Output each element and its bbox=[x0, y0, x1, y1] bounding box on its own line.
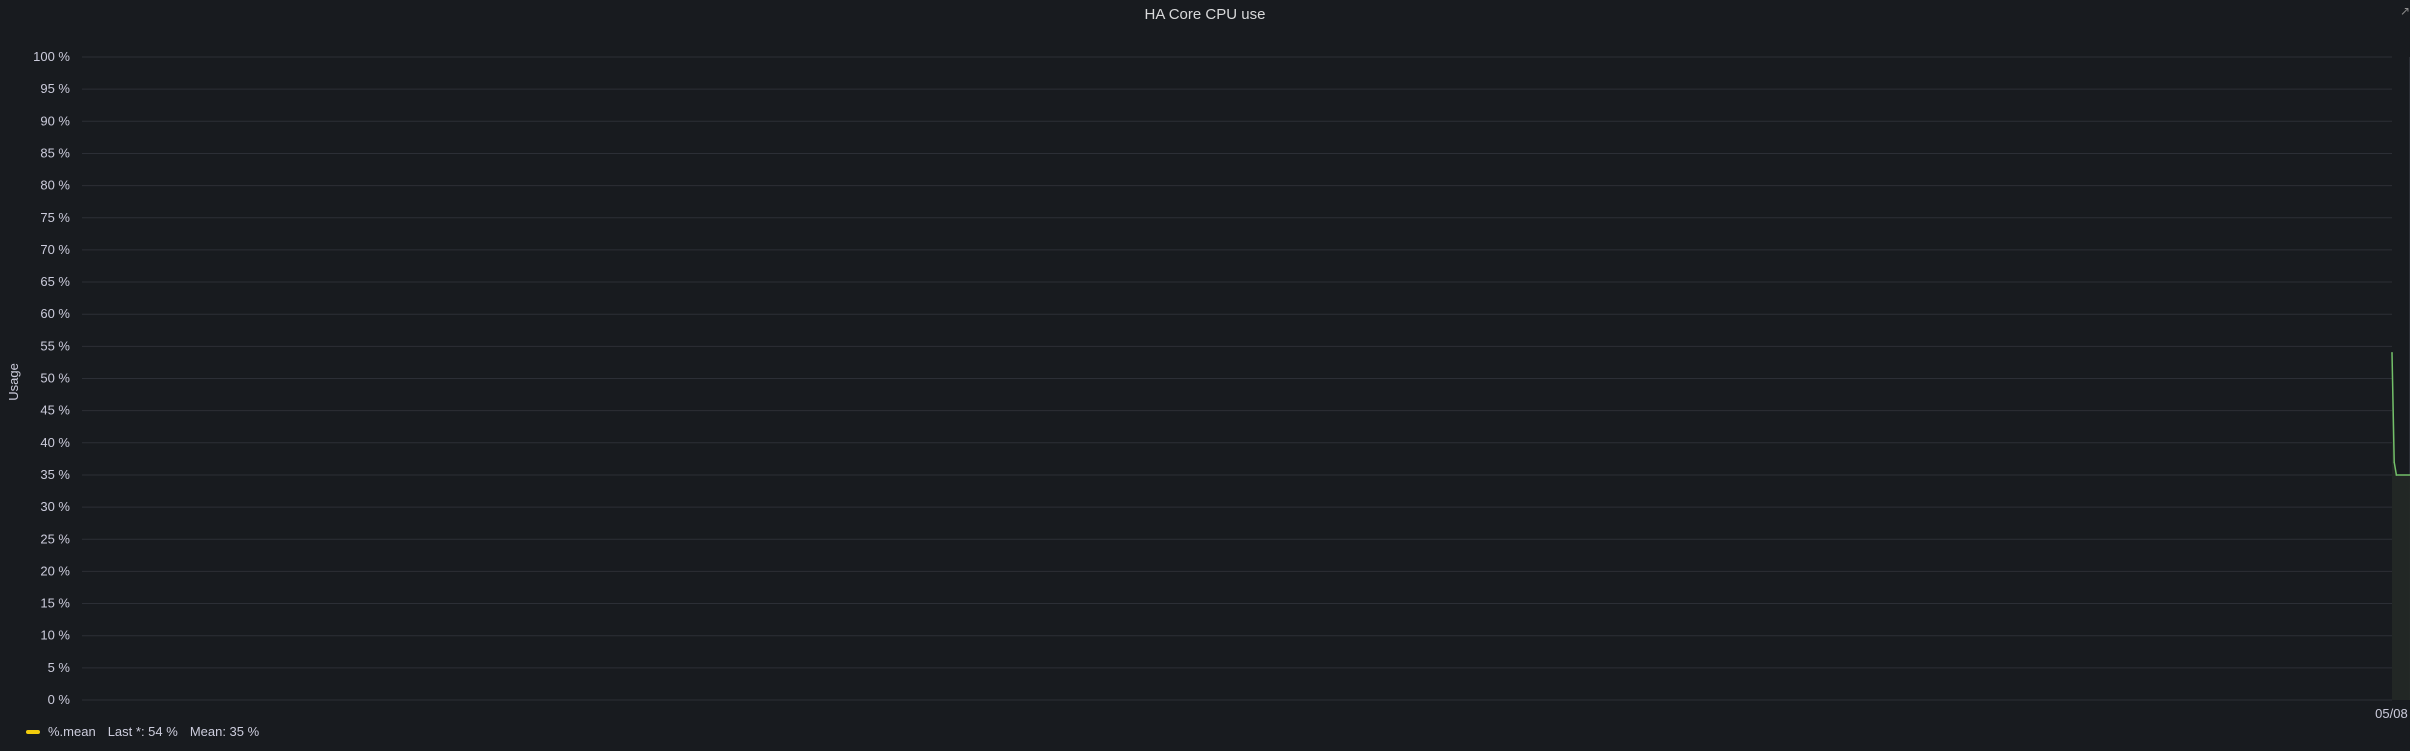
legend[interactable]: %.mean Last *: 54 % Mean: 35 % bbox=[26, 724, 271, 739]
y-tick-label: 50 % bbox=[40, 371, 70, 386]
y-tick-label: 100 % bbox=[33, 49, 70, 64]
series-point bbox=[2391, 351, 2393, 354]
chart-grid bbox=[82, 56, 2410, 701]
series-points bbox=[2391, 351, 2398, 476]
y-tick-label: 5 % bbox=[48, 660, 71, 675]
y-tick-label: 40 % bbox=[40, 435, 70, 450]
panel-title[interactable]: HA Core CPU use bbox=[1144, 6, 1266, 23]
series-area-fill bbox=[2392, 352, 2410, 700]
legend-last-value: Last *: 54 % bbox=[107, 724, 178, 739]
series-point bbox=[2395, 474, 2398, 476]
y-tick-label: 90 % bbox=[40, 113, 70, 128]
y-tick-label: 60 % bbox=[40, 306, 70, 321]
y-tick-label: 65 % bbox=[40, 274, 70, 289]
series-point bbox=[2393, 461, 2395, 463]
y-tick-label: 30 % bbox=[40, 499, 70, 514]
y-tick-label: 20 % bbox=[40, 563, 70, 578]
legend-swatch bbox=[26, 729, 40, 734]
y-tick-label: 10 % bbox=[40, 628, 70, 643]
panel-menu-icon[interactable]: ↗ bbox=[2399, 4, 2410, 18]
y-tick-label: 45 % bbox=[40, 403, 70, 418]
y-tick-label: 0 % bbox=[48, 692, 71, 707]
y-tick-label: 15 % bbox=[40, 596, 70, 611]
y-tick-label: 25 % bbox=[40, 531, 70, 546]
y-tick-label: 55 % bbox=[40, 338, 70, 353]
legend-mean-value: Mean: 35 % bbox=[189, 724, 260, 739]
y-axis-label: Usage bbox=[6, 363, 21, 401]
y-tick-label: 85 % bbox=[40, 145, 70, 160]
y-axis-ticks: 0 % 5 % 10 % 15 % 20 % 25 % 30 % 35 % 40 % 45 % 50… bbox=[33, 49, 70, 707]
y-tick-label: 95 % bbox=[40, 81, 70, 96]
y-tick-label: 75 % bbox=[40, 210, 70, 225]
y-tick-label: 35 % bbox=[40, 467, 70, 482]
y-tick-label: 80 % bbox=[40, 178, 70, 193]
x-tick-label: 05/08 16:00 bbox=[2375, 706, 2410, 721]
y-tick-label: 70 % bbox=[40, 242, 70, 257]
legend-series-name[interactable]: %.mean bbox=[48, 724, 96, 739]
x-axis-ticks: 05/01 00:0005/01 08:0005/01 16:0005/02 0… bbox=[2375, 706, 2410, 721]
